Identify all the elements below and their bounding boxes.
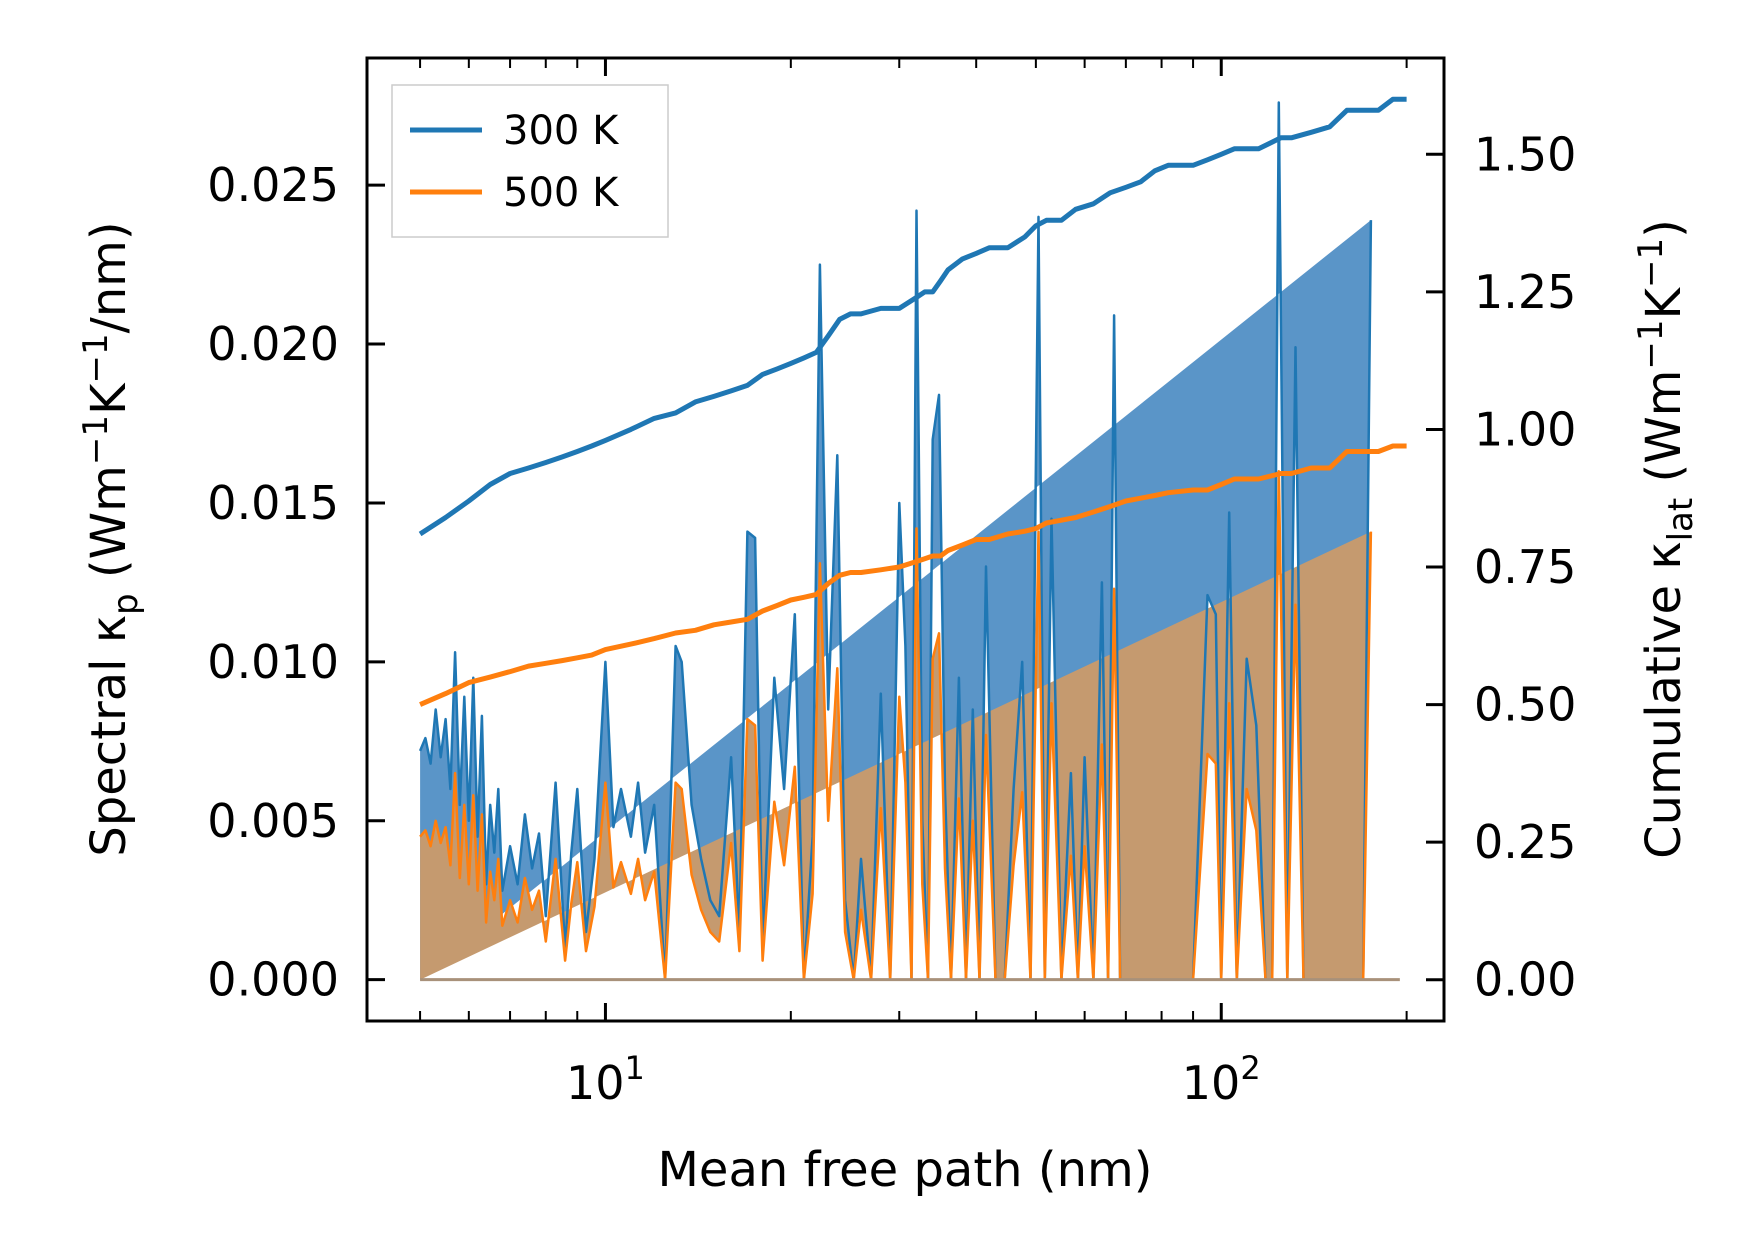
legend-label-500k: 500 K: [503, 170, 620, 216]
legend: 300 K 500 K: [391, 84, 669, 238]
y-right-tick-label: 1.00: [1474, 402, 1576, 456]
y-right-axis-title: Cumulative κlat (Wm−1K−1): [1631, 219, 1701, 859]
x-tick-label: 101: [566, 1049, 645, 1110]
y-right-tick-label: 0.50: [1474, 678, 1576, 732]
spectral-fill-group: [420, 102, 1371, 980]
axis-ticks-group: [367, 58, 1444, 1021]
y-right-tick-label: 0.25: [1474, 815, 1576, 869]
y-left-tick-label: 0.020: [207, 317, 339, 371]
y-left-tick-label: 0.000: [207, 953, 339, 1007]
y-right-tick-label: 1.50: [1474, 127, 1576, 181]
y-left-tick-label: 0.015: [207, 476, 339, 530]
y-right-tick-label: 0.75: [1474, 540, 1576, 594]
legend-label-300k: 300 K: [503, 108, 620, 154]
legend-box: [391, 84, 669, 238]
cumulative-line-500k: [419, 443, 1407, 707]
y-left-tick-label: 0.010: [207, 635, 339, 689]
y-right-tick-label: 1.25: [1474, 265, 1576, 319]
y-left-axis-title: Spectral κp (Wm−1K−1/nm): [76, 221, 146, 856]
spectral-line-500k: [419, 469, 1373, 981]
y-left-tick-label: 0.025: [207, 158, 339, 212]
x-axis-title: Mean free path (nm): [658, 1142, 1153, 1198]
spectral-line-300k: [418, 101, 1373, 981]
y-left-tick-label: 0.005: [207, 794, 339, 848]
x-tick-label: 102: [1182, 1049, 1261, 1110]
y-right-tick-label: 0.00: [1474, 953, 1576, 1007]
axis-tick-labels-group: 0.000 0.005 0.010 0.015 0.020 0.025 0.00 0.25 0.…: [207, 127, 1576, 1110]
cumulative-line-300k: [418, 96, 1407, 537]
spectral-fill-500k: [420, 471, 1371, 980]
data-lines-group: [418, 96, 1407, 982]
plot-frame: [365, 56, 1446, 1023]
